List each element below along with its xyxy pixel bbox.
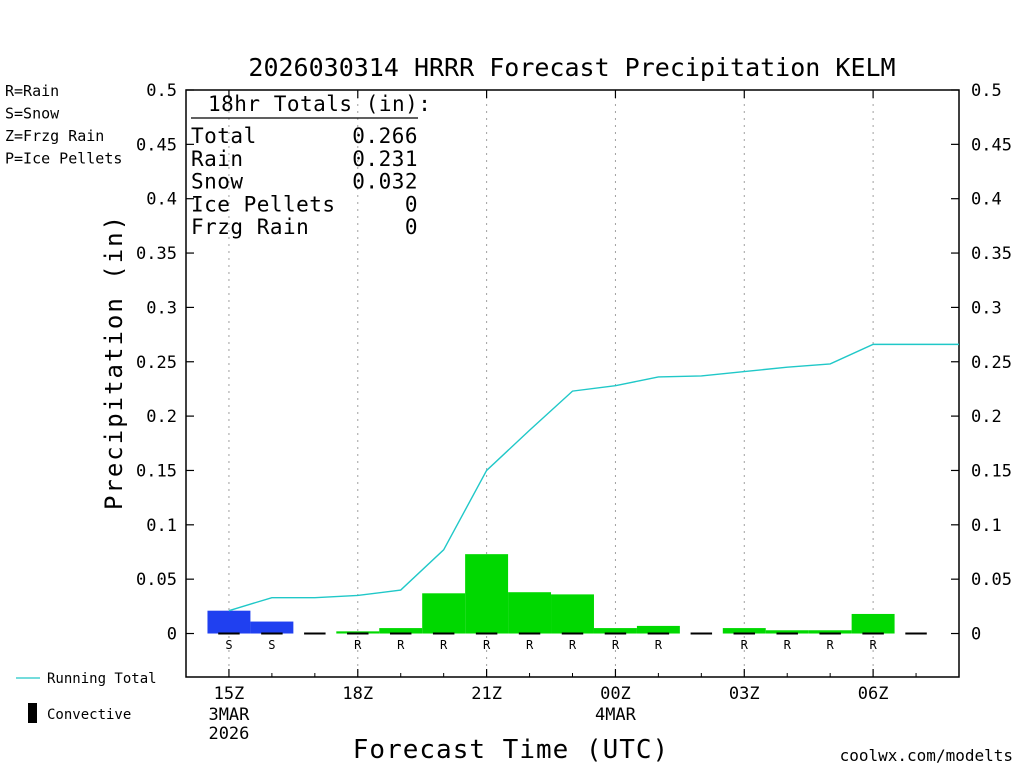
ptype-marker: R (483, 638, 491, 652)
y-tick-label-right: 0.05 (971, 570, 1012, 590)
y-tick-label-right: 0.45 (971, 135, 1012, 155)
y-tick-label-left: 0.15 (136, 461, 177, 481)
ptype-marker: R (827, 638, 835, 652)
ptype-marker: R (354, 638, 362, 652)
totals-row-label: Frzg Rain (191, 215, 309, 239)
ptype-marker: R (741, 638, 749, 652)
y-tick-label-right: 0.5 (971, 81, 1002, 101)
precip-bar (207, 610, 251, 634)
y-axis-left: 0 0.05 0.1 0.15 0.2 0.25 0.3 0.35 0.4 0.45 0.5 (136, 81, 194, 645)
precip-bar (379, 628, 423, 634)
precip-bars (207, 554, 927, 635)
totals-row-value: 0 (405, 215, 418, 239)
x-axis-label: Forecast Time (UTC) (353, 735, 669, 765)
totals-row-label: Total (191, 124, 257, 148)
running-total-series (228, 343, 959, 612)
ptype-legend-item: S=Snow (5, 105, 60, 123)
series-legend: Running Total Convective (16, 671, 157, 723)
ptype-marker: R (569, 638, 577, 652)
precip-bar (508, 592, 552, 634)
precip-bar (250, 621, 294, 634)
y-tick-label-right: 0.35 (971, 244, 1012, 264)
ptype-marker: R (526, 638, 534, 652)
precip-bar (593, 628, 637, 634)
precip-bar (336, 631, 380, 634)
totals-row-value: 0.231 (352, 147, 418, 171)
y-tick-label-right: 0.25 (971, 353, 1012, 373)
y-tick-label-right: 0.4 (971, 190, 1002, 210)
x-tick-label: 00Z (600, 684, 631, 704)
y-tick-label-right: 0.2 (971, 407, 1002, 427)
ptype-marker: R (869, 638, 877, 652)
ptype-marker: R (397, 638, 405, 652)
y-tick-label-right: 0.1 (971, 516, 1002, 536)
ptype-marker: S (225, 638, 232, 652)
precip-type-legend: R=Rain S=Snow Z=Frzg Rain P=Ice Pellets (5, 82, 122, 168)
precip-bar (551, 594, 594, 634)
plot-frame (185, 89, 960, 678)
y-tick-label-left: 0.1 (146, 516, 177, 536)
vertical-gridlines (228, 90, 874, 677)
precip-bar (636, 625, 680, 634)
y-tick-label-left: 0.5 (146, 81, 177, 101)
precip-bar (722, 628, 766, 634)
totals-rows: Total 0.266 Rain 0.231 Snow 0.032 Ice Pellets 0… (191, 124, 418, 239)
totals-row-label: Snow (191, 170, 244, 194)
x-tick-sublabel: 2026 (208, 724, 249, 744)
x-tick-label: 18Z (342, 684, 373, 704)
x-tick-label: 21Z (471, 684, 502, 704)
ptype-marker: R (784, 638, 792, 652)
precip-bar (808, 630, 852, 634)
precip-bar (465, 554, 509, 634)
y-tick-label-left: 0.3 (146, 298, 177, 318)
y-tick-label-left: 0.25 (136, 353, 177, 373)
convective-swatch (28, 703, 37, 723)
y-tick-label-left: 0.45 (136, 135, 177, 155)
y-axis-right: 0 0.05 0.1 0.15 0.2 0.25 0.3 0.35 0.4 0.45 0.5 (951, 81, 1012, 645)
chart-title: 2026030314 HRRR Forecast Precipitation K… (248, 53, 895, 82)
y-tick-label-left: 0.2 (146, 407, 177, 427)
totals-row-label: Ice Pellets (191, 192, 336, 216)
totals-heading: 18hr Totals (in): (208, 92, 431, 116)
y-tick-label-left: 0.35 (136, 244, 177, 264)
ptype-legend-item: Z=Frzg Rain (5, 127, 104, 145)
precip-bar (422, 593, 466, 634)
y-tick-label-right: 0 (971, 625, 981, 645)
ptype-marker: R (655, 638, 663, 652)
y-tick-label-right: 0.15 (971, 461, 1012, 481)
x-tick-label: 03Z (729, 684, 760, 704)
x-tick-sublabel: 3MAR (208, 705, 250, 725)
x-tick-label: 15Z (214, 684, 245, 704)
y-tick-label-right: 0.3 (971, 298, 1002, 318)
totals-box: 18hr Totals (in): Total 0.266 Rain 0.231 Sno… (191, 92, 431, 239)
ptype-marker: R (612, 638, 620, 652)
running-total-line (228, 343, 959, 612)
ptype-marker: R (440, 638, 448, 652)
x-tick-label: 06Z (858, 684, 889, 704)
running-total-legend-label: Running Total (47, 671, 157, 687)
ptype-legend-item: R=Rain (5, 82, 59, 100)
y-tick-label-left: 0 (167, 625, 177, 645)
y-axis-label: Precipitation (in) (100, 214, 128, 510)
watermark: coolwx.com/modelts (840, 746, 1013, 765)
precip-bar (765, 630, 809, 634)
precip-bar (851, 613, 895, 634)
ptype-marker: S (268, 638, 275, 652)
totals-row-value: 0.266 (352, 124, 418, 148)
convective-legend-label: Convective (47, 707, 131, 723)
y-tick-label-left: 0.05 (136, 570, 177, 590)
totals-row-value: 0.032 (352, 170, 418, 194)
x-tick-sublabel: 4MAR (595, 705, 637, 725)
totals-row-label: Rain (191, 147, 244, 171)
ptype-legend-item: P=Ice Pellets (5, 150, 122, 168)
totals-row-value: 0 (405, 192, 418, 216)
y-tick-label-left: 0.4 (146, 190, 177, 210)
